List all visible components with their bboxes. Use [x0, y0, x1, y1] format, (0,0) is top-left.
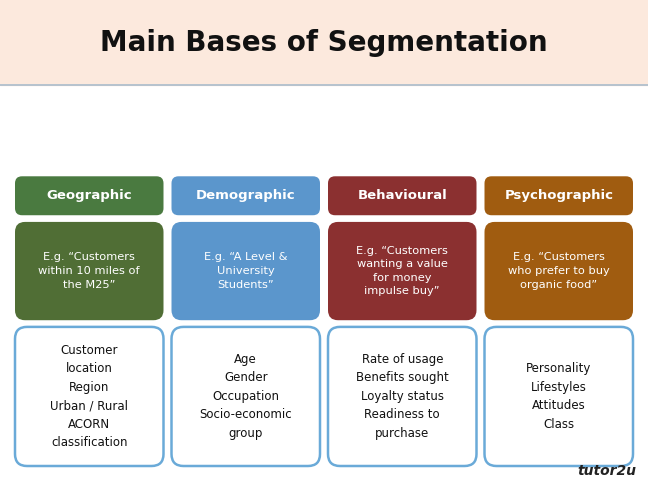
FancyBboxPatch shape: [485, 327, 633, 466]
Bar: [0, 0, 648, 85]
Text: Age
Gender
Occupation
Socio-economic
group: Age Gender Occupation Socio-economic gro…: [200, 353, 292, 440]
FancyBboxPatch shape: [328, 222, 476, 320]
Text: E.g. “Customers
who prefer to buy
organic food”: E.g. “Customers who prefer to buy organi…: [508, 252, 610, 290]
FancyBboxPatch shape: [485, 176, 633, 215]
FancyBboxPatch shape: [328, 176, 476, 215]
Text: E.g. “A Level &
University
Students”: E.g. “A Level & University Students”: [204, 252, 288, 290]
FancyBboxPatch shape: [485, 222, 633, 320]
Text: Personality
Lifestyles
Attitudes
Class: Personality Lifestyles Attitudes Class: [526, 362, 592, 431]
Text: Customer
location
Region
Urban / Rural
ACORN
classification: Customer location Region Urban / Rural A…: [51, 344, 128, 449]
FancyBboxPatch shape: [172, 222, 320, 320]
Text: E.g. “Customers
within 10 miles of
the M25”: E.g. “Customers within 10 miles of the M…: [38, 252, 140, 290]
Text: Geographic: Geographic: [47, 189, 132, 202]
FancyBboxPatch shape: [15, 222, 163, 320]
FancyBboxPatch shape: [15, 327, 163, 466]
FancyBboxPatch shape: [15, 176, 163, 215]
Text: E.g. “Customers
wanting a value
for money
impulse buy”: E.g. “Customers wanting a value for mone…: [356, 245, 448, 296]
Text: Rate of usage
Benefits sought
Loyalty status
Readiness to
purchase: Rate of usage Benefits sought Loyalty st…: [356, 353, 448, 440]
Text: Main Bases of Segmentation: Main Bases of Segmentation: [100, 29, 548, 56]
Text: Behavioural: Behavioural: [358, 189, 447, 202]
Text: Demographic: Demographic: [196, 189, 295, 202]
FancyBboxPatch shape: [328, 327, 476, 466]
Text: Psychographic: Psychographic: [504, 189, 613, 202]
Text: tutor2u: tutor2u: [577, 464, 636, 478]
FancyBboxPatch shape: [172, 176, 320, 215]
FancyBboxPatch shape: [172, 327, 320, 466]
